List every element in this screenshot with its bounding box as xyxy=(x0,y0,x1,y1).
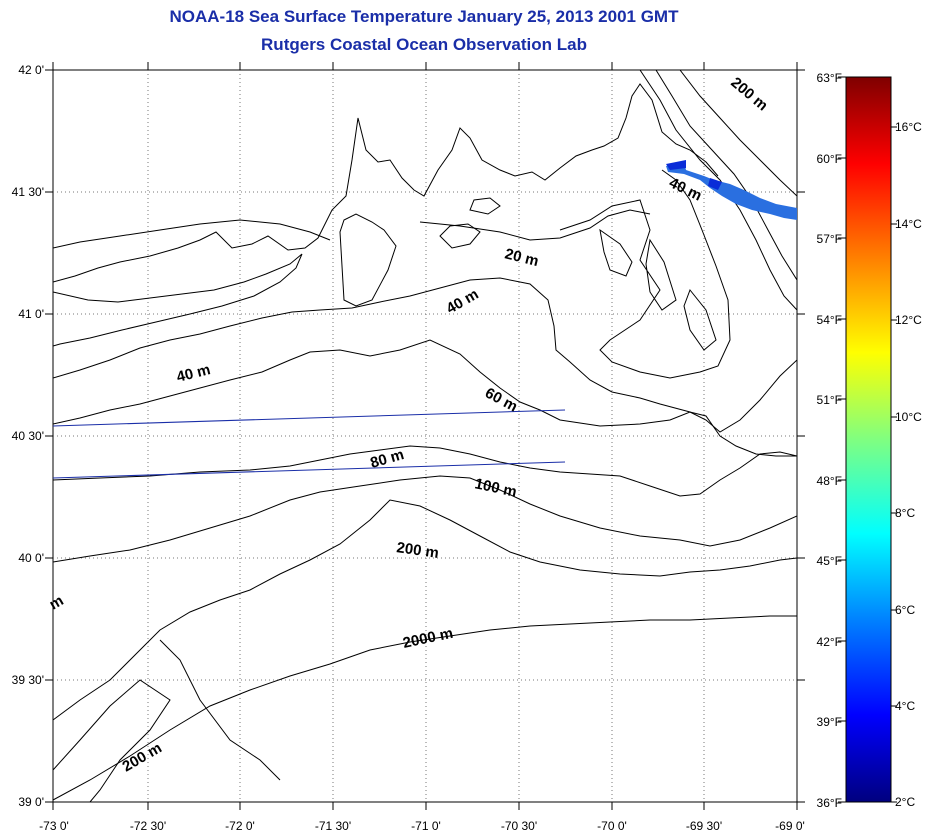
lat-label: 40 0' xyxy=(18,551,44,565)
colorbar-f-label: 48°F xyxy=(817,474,842,488)
colorbar-f-label: 54°F xyxy=(817,313,842,327)
lat-label: 41 30' xyxy=(12,185,44,199)
contour-label-200m-a: 200 m xyxy=(395,539,439,562)
lon-label: -69 0' xyxy=(775,819,805,833)
colorbar-f-label: 42°F xyxy=(817,635,842,649)
graticule-grid xyxy=(53,70,797,802)
lat-label: 42 0' xyxy=(18,63,44,77)
colorbar-c-label: 10°C xyxy=(895,410,922,424)
colorbar-f-label: 57°F xyxy=(817,232,842,246)
sst-data-patch-cold xyxy=(666,160,722,190)
lat-label: 41 0' xyxy=(18,307,44,321)
map-title: NOAA-18 Sea Surface Temperature January … xyxy=(169,7,679,26)
contour-200m xyxy=(53,499,797,721)
colorbar-c-label: 16°C xyxy=(895,120,922,134)
lon-label: -71 0' xyxy=(411,819,441,833)
lon-label: -70 0' xyxy=(597,819,627,833)
coastline xyxy=(53,83,719,283)
colorbar-c-label: 4°C xyxy=(895,699,915,713)
colorbar-c-label: 8°C xyxy=(895,506,915,520)
contour-100m xyxy=(53,475,797,563)
colorbar-f-label: 36°F xyxy=(817,796,842,810)
colorbar-c-label: 2°C xyxy=(895,795,915,809)
sst-data-patch xyxy=(666,162,797,220)
lon-label: -72 30' xyxy=(130,819,166,833)
lat-label: 39 0' xyxy=(18,795,44,809)
contour-40m xyxy=(53,277,797,433)
map-subtitle: Rutgers Coastal Ocean Observation Lab xyxy=(261,35,587,54)
colorbar-f-label: 51°F xyxy=(817,393,842,407)
colorbar-f-label: 63°F xyxy=(817,71,842,85)
colorbar-f-label: 60°F xyxy=(817,152,842,166)
satellite-track-upper xyxy=(53,409,566,427)
lon-label: -69 30' xyxy=(686,819,722,833)
lon-label: -72 0' xyxy=(225,819,255,833)
axis-ticks xyxy=(45,62,805,810)
contour-deep-secondary xyxy=(53,639,281,802)
lon-label: -70 30' xyxy=(501,819,537,833)
island-shapes xyxy=(339,197,501,307)
lat-label: 39 30' xyxy=(12,673,44,687)
colorbar xyxy=(845,76,892,803)
cape-shoals xyxy=(559,169,731,379)
colorbar-c-label: 6°C xyxy=(895,603,915,617)
long-island xyxy=(53,253,303,347)
lat-label: 40 30' xyxy=(12,429,44,443)
satellite-track-lower xyxy=(53,461,566,479)
colorbar-ticks xyxy=(838,76,897,803)
colorbar-f-label: 39°F xyxy=(817,715,842,729)
colorbar-c-label: 12°C xyxy=(895,313,922,327)
colorbar-c-label: 14°C xyxy=(895,217,922,231)
lon-label: -73 0' xyxy=(39,819,69,833)
colorbar-f-label: 45°F xyxy=(817,554,842,568)
contour-80m xyxy=(53,445,797,497)
contour-20m xyxy=(53,209,651,249)
contour-60m xyxy=(53,339,797,457)
lon-label: -71 30' xyxy=(315,819,351,833)
contour-2000m xyxy=(53,615,797,801)
